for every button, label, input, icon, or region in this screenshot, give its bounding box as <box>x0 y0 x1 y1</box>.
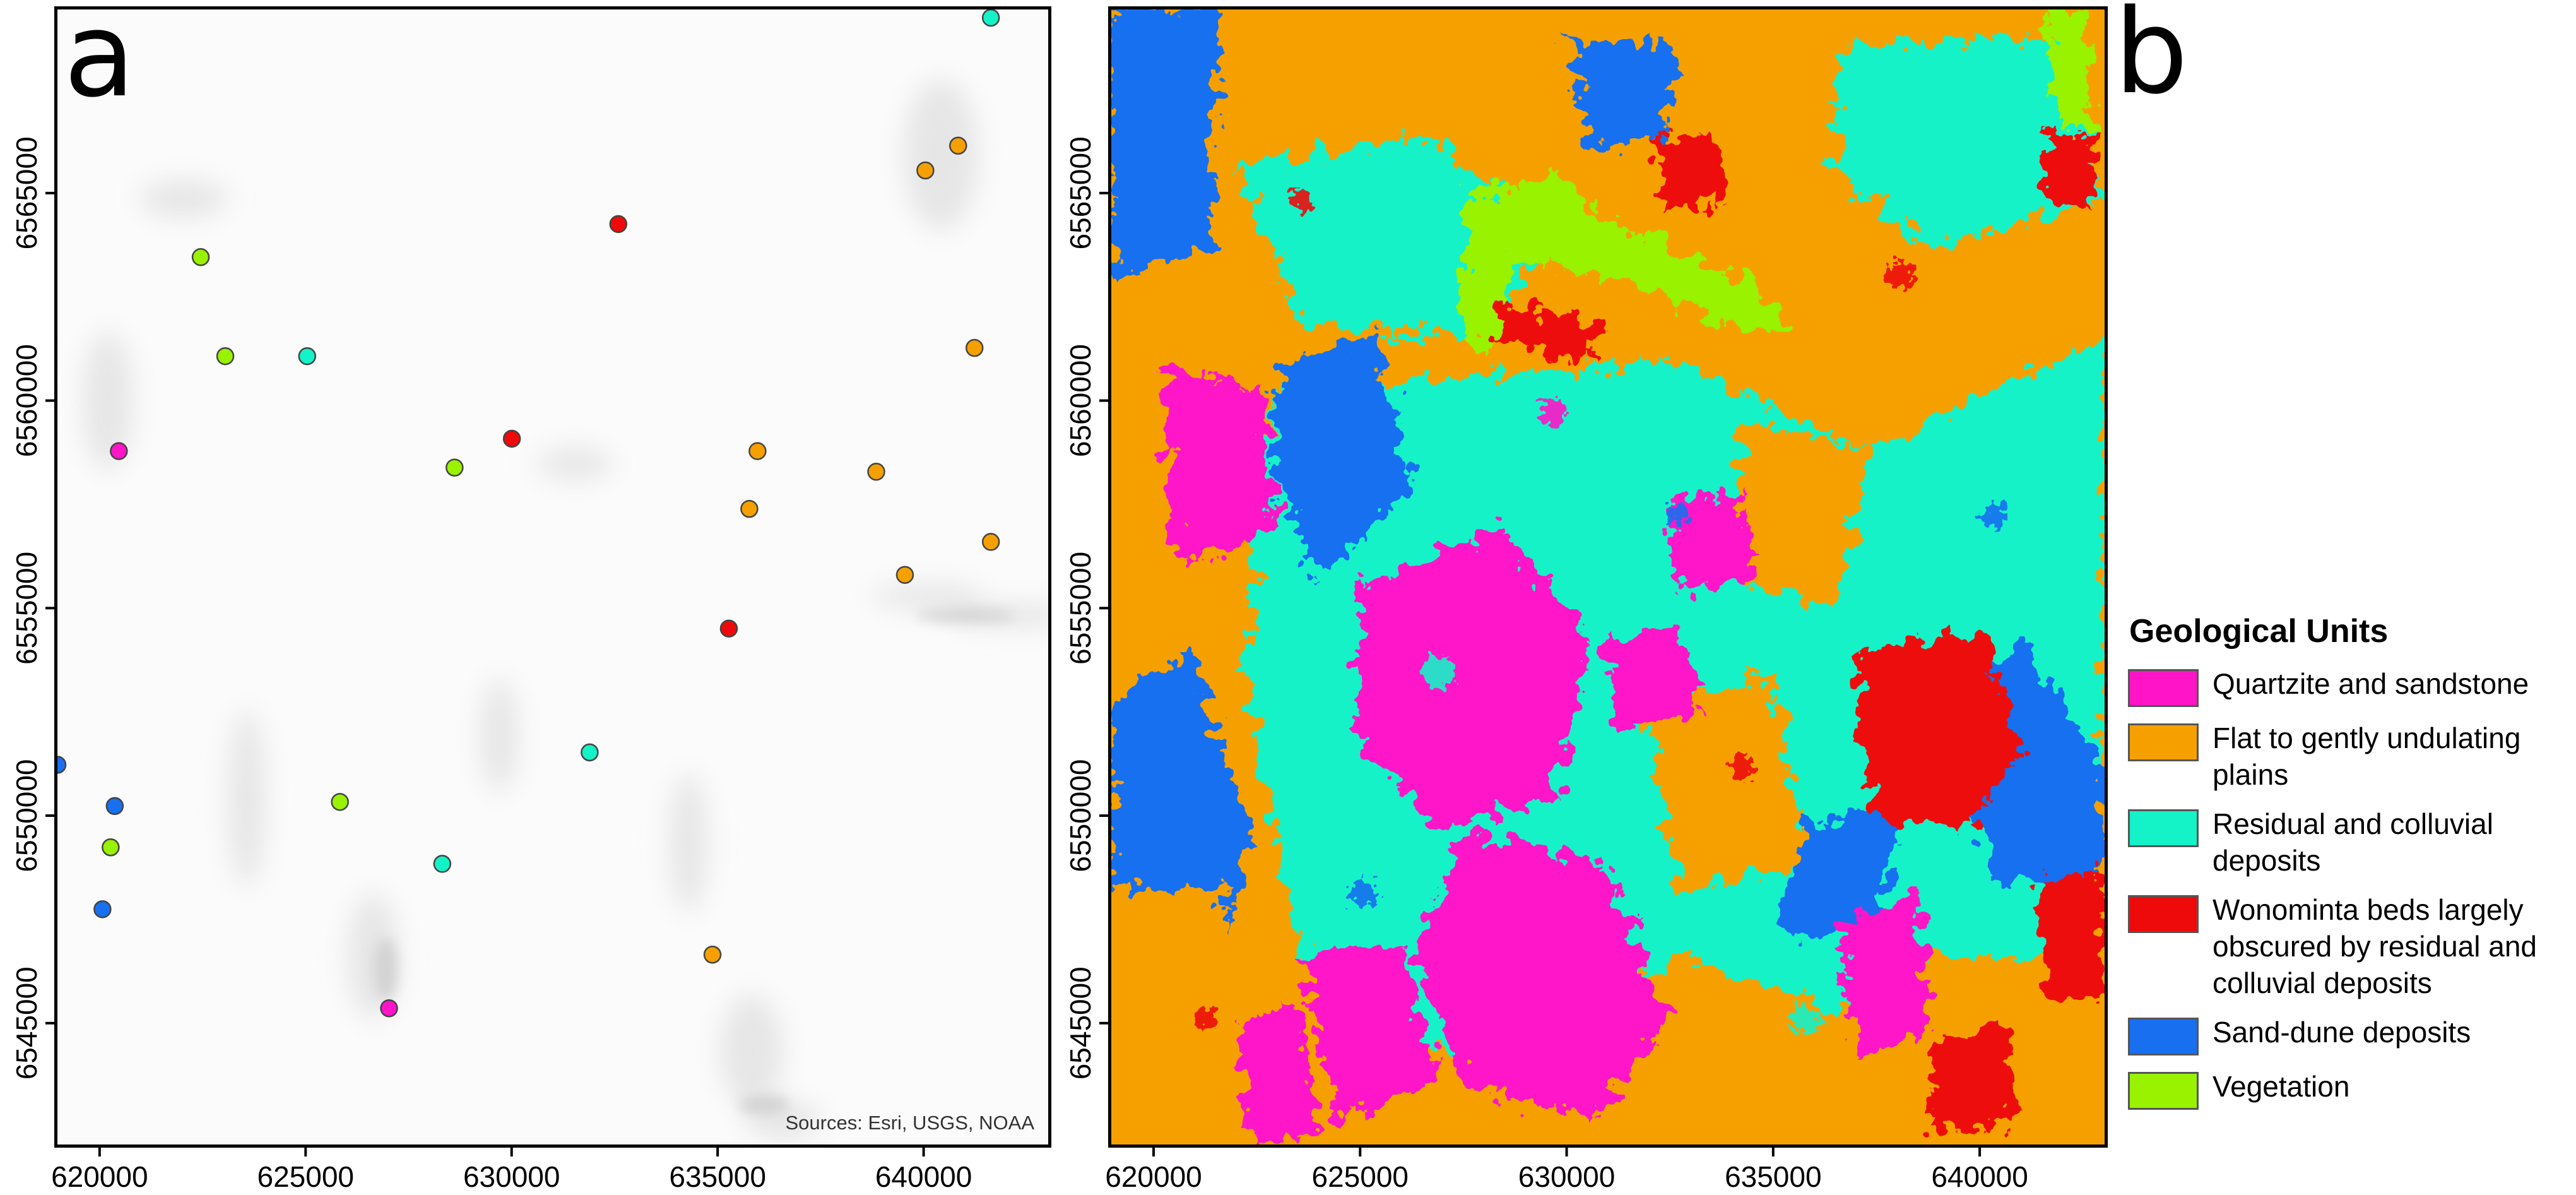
sample-point <box>216 347 235 366</box>
sample-point <box>609 215 628 234</box>
sample-point <box>502 429 521 448</box>
sample-point <box>719 619 738 638</box>
legend-swatch <box>2128 809 2199 847</box>
x-tick-label: 620000 <box>51 1160 148 1193</box>
x-tick-label: 635000 <box>1725 1160 1822 1193</box>
sample-point <box>981 9 1000 27</box>
x-tick-label: 630000 <box>463 1160 560 1193</box>
sample-point <box>748 442 767 460</box>
sample-point <box>446 458 464 477</box>
panel-label-a: a <box>64 6 136 123</box>
y-tick-label: 6550000 <box>10 759 43 872</box>
legend-label: Residual and colluvial deposits <box>2213 807 2493 877</box>
x-tick-label: 625000 <box>1312 1160 1409 1193</box>
map-attribution: Sources: Esri, USGS, NOAA <box>785 1112 1035 1134</box>
sample-point <box>740 499 759 518</box>
legend-swatch <box>2128 1072 2199 1110</box>
sample-point <box>949 136 967 155</box>
sample-point <box>102 838 120 857</box>
x-tick-label: 640000 <box>875 1160 972 1193</box>
legend-swatch <box>2128 669 2199 707</box>
sample-point <box>298 347 316 366</box>
sample-point <box>331 793 349 811</box>
legend-label: Vegetation <box>2213 1070 2350 1103</box>
map-panel-a[interactable]: a Sources: Esri, USGS, NOAA <box>54 6 1051 1148</box>
map-panel-b[interactable] <box>1108 6 2108 1148</box>
geological-classification-map <box>1111 9 2105 1144</box>
sample-point <box>916 161 935 180</box>
legend-label: Sand-dune deposits <box>2213 1016 2471 1049</box>
sample-point <box>867 463 885 481</box>
sample-point <box>110 442 128 460</box>
sample-point <box>581 743 599 762</box>
legend-item-plains: Flat to gently undulating plains <box>2128 720 2570 793</box>
y-tick-label: 6555000 <box>10 552 43 665</box>
sample-point <box>105 797 124 816</box>
legend-item-sand-dune: Sand-dune deposits <box>2128 1014 2570 1055</box>
legend-swatch <box>2128 723 2199 761</box>
legend-swatch <box>2128 1018 2199 1055</box>
legend-item-residual: Residual and colluvial deposits <box>2128 806 2570 879</box>
x-tick-label: 635000 <box>669 1160 766 1193</box>
y-tick-label: 6565000 <box>10 136 43 249</box>
panel-label-b-outer: b <box>2114 0 2189 120</box>
legend-item-quartzite: Quartzite and sandstone <box>2128 665 2570 707</box>
legend-label: Flat to gently undulating plains <box>2213 722 2521 791</box>
legend-title: Geological Units <box>2129 613 2389 650</box>
sample-point <box>191 248 210 266</box>
y-tick-label: 6545000 <box>1064 966 1097 1079</box>
legend-label: Wonominta beds largely obscured by resid… <box>2213 893 2537 999</box>
sample-point <box>57 756 67 774</box>
basemap-hillshade <box>57 9 1048 1144</box>
y-tick-label: 6555000 <box>1064 552 1097 665</box>
x-tick-label: 640000 <box>1931 1160 2028 1193</box>
x-tick-label: 630000 <box>1518 1160 1616 1193</box>
sample-point <box>965 338 984 357</box>
sample-points-layer <box>57 9 1000 1018</box>
sample-point <box>433 855 452 873</box>
sample-point <box>703 945 722 964</box>
legend-label: Quartzite and sandstone <box>2213 667 2529 700</box>
sample-point <box>93 900 112 919</box>
y-tick-label: 6560000 <box>1064 344 1097 457</box>
legend-item-wonominta: Wonominta beds largely obscured by resid… <box>2128 891 2570 1001</box>
x-tick-label: 625000 <box>257 1160 355 1193</box>
sample-point <box>981 533 1000 551</box>
y-tick-label: 6550000 <box>1064 759 1097 872</box>
sample-point <box>895 566 914 584</box>
map-legend: Geological Units Quartzite and sandstone… <box>2128 612 2570 1122</box>
sample-point <box>380 999 398 1018</box>
x-tick-label: 620000 <box>1105 1160 1202 1193</box>
legend-swatch <box>2128 895 2199 933</box>
y-tick-label: 6560000 <box>10 344 43 457</box>
y-tick-label: 6545000 <box>10 966 43 1079</box>
y-tick-label: 6565000 <box>1064 136 1097 249</box>
legend-item-vegetation: Vegetation <box>2128 1068 2570 1110</box>
